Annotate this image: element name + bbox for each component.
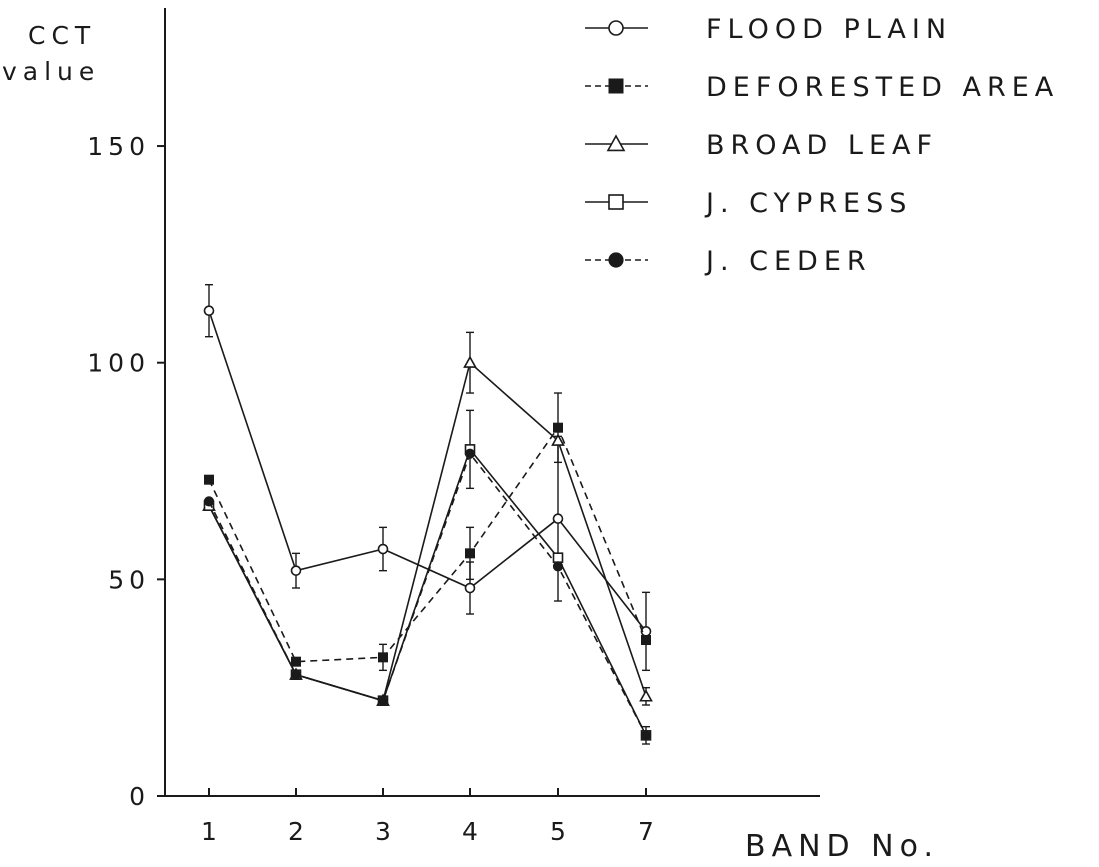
- series-line-j-cypress: [208, 447, 647, 736]
- x-tick-label-5: 5: [550, 817, 566, 846]
- point-j-ceder-5: [552, 561, 564, 572]
- x-tick-label-4: 4: [462, 817, 478, 846]
- legend-marker-flood-plain: [608, 20, 624, 36]
- series-line-j-ceder: [208, 452, 647, 736]
- series-j-ceder: [203, 448, 652, 741]
- series-deforested-area: [204, 392, 651, 672]
- series-flood-plain: [203, 284, 652, 672]
- legend-marker-deforested-area: [608, 78, 624, 94]
- point-flood-plain-5: [552, 513, 564, 524]
- point-deforested-area-3: [378, 652, 388, 663]
- legend-label-flood-plain: FLOOD PLAIN: [706, 14, 952, 45]
- legend-marker-j-cypress: [608, 194, 624, 210]
- x-tick-label-1: 1: [201, 817, 217, 846]
- y-axis-label-line2: value: [2, 57, 100, 86]
- legend-label-j-ceder: J. CEDER: [704, 246, 872, 277]
- point-broad-leaf-5: [551, 433, 565, 446]
- point-j-ceder-2: [290, 669, 302, 680]
- legend-item-deforested-area: DEFORESTED AREA: [585, 72, 1059, 103]
- point-deforested-area-5: [553, 422, 563, 433]
- legend-marker-broad-leaf: [606, 134, 626, 152]
- point-deforested-area-1: [204, 474, 214, 485]
- legend-label-j-cypress: J. CYPRESS: [704, 188, 912, 219]
- legend-label-broad-leaf: BROAD LEAF: [706, 130, 938, 161]
- series-line-deforested-area: [208, 426, 647, 663]
- x-tick-label-7: 7: [638, 817, 654, 846]
- point-deforested-area-2: [291, 656, 301, 667]
- series-broad-leaf: [202, 331, 653, 706]
- legend-label-deforested-area: DEFORESTED AREA: [706, 72, 1059, 103]
- x-axis-label: BAND No.: [745, 829, 939, 862]
- y-tick-label-50: 50: [108, 565, 150, 594]
- legend: FLOOD PLAIN DEFORESTED AREA BROAD LEAF J. C…: [585, 14, 1059, 277]
- point-broad-leaf-7: [639, 689, 653, 702]
- y-axis-label-line1: CCT: [28, 21, 96, 50]
- point-j-ceder-3: [377, 695, 389, 706]
- point-broad-leaf-4: [463, 355, 477, 368]
- point-deforested-area-7: [641, 635, 651, 646]
- point-j-ceder-1: [203, 496, 215, 507]
- legend-marker-j-ceder: [608, 252, 624, 268]
- series-j-cypress: [203, 409, 652, 745]
- legend-item-flood-plain: FLOOD PLAIN: [585, 14, 952, 45]
- point-flood-plain-1: [203, 305, 215, 317]
- ticks: 0 50 100 150 1 2 3 4 5 7: [87, 132, 654, 846]
- point-deforested-area-4: [465, 548, 475, 559]
- legend-item-j-cypress: J. CYPRESS: [585, 188, 912, 219]
- series-layer: [202, 284, 653, 745]
- legend-item-j-ceder: J. CEDER: [585, 246, 872, 277]
- point-flood-plain-3: [377, 543, 389, 555]
- point-j-ceder-7: [640, 730, 652, 741]
- point-flood-plain-2: [290, 565, 302, 576]
- point-flood-plain-4: [464, 582, 476, 594]
- axes: [164, 8, 820, 797]
- y-tick-label-0: 0: [129, 782, 150, 811]
- y-tick-label-100: 100: [87, 349, 150, 378]
- point-j-cypress-5: [552, 552, 564, 563]
- series-line-flood-plain: [208, 310, 647, 632]
- series-line-broad-leaf: [208, 361, 647, 702]
- y-tick-label-150: 150: [87, 132, 150, 161]
- point-j-ceder-4: [464, 448, 476, 459]
- legend-item-broad-leaf: BROAD LEAF: [585, 130, 938, 161]
- x-tick-label-3: 3: [375, 817, 391, 846]
- x-tick-label-2: 2: [288, 817, 304, 846]
